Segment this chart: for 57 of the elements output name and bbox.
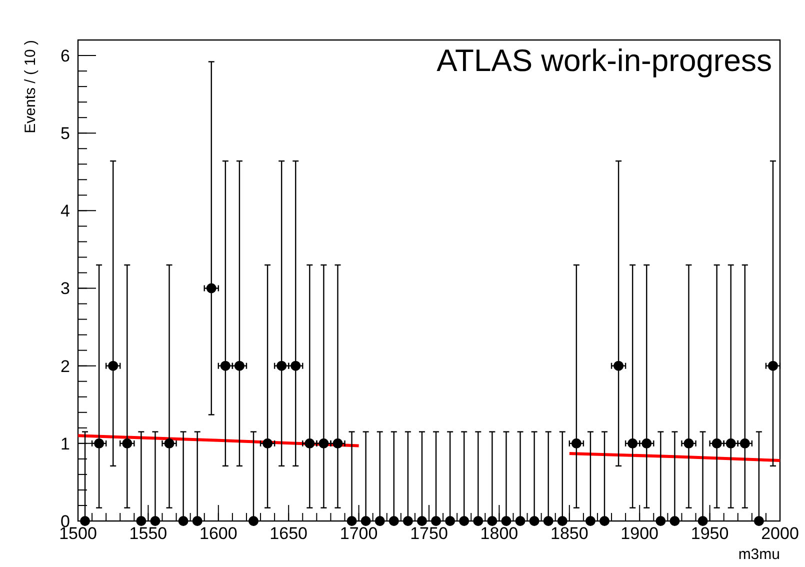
point	[150, 516, 160, 526]
point	[473, 516, 484, 526]
point	[402, 516, 413, 526]
point	[178, 516, 188, 526]
point	[248, 516, 258, 526]
x-tick-label: 2000	[761, 524, 799, 543]
x-tick-label: 1650	[270, 524, 308, 543]
point	[360, 516, 371, 526]
point	[94, 438, 104, 448]
point	[684, 438, 694, 448]
point	[754, 516, 764, 526]
point	[80, 516, 90, 526]
x-tick-label: 1800	[480, 524, 518, 543]
point	[164, 438, 174, 448]
x-axis-title: m3mu	[738, 546, 780, 563]
x-tick-label: 1550	[129, 524, 168, 543]
x-tick-label: 1900	[620, 524, 659, 543]
point	[374, 516, 385, 526]
point	[416, 516, 427, 526]
point	[445, 516, 456, 526]
point	[571, 438, 582, 448]
x-tick-label: 1850	[550, 524, 588, 543]
y-tick-label: 2	[60, 356, 70, 376]
point	[515, 516, 526, 526]
point	[136, 516, 146, 526]
point	[108, 360, 118, 371]
point	[557, 516, 568, 526]
point	[501, 516, 512, 526]
point	[122, 438, 132, 448]
point	[388, 516, 399, 526]
point	[670, 516, 680, 526]
x-tick-label: 1700	[340, 524, 378, 543]
y-tick-label: 1	[60, 434, 70, 454]
point	[487, 516, 498, 526]
y-tick-label: 4	[60, 202, 70, 221]
point	[600, 516, 610, 526]
point	[459, 516, 470, 526]
point	[529, 516, 540, 526]
x-tick-label: 1600	[199, 524, 238, 543]
y-tick-label: 3	[60, 279, 70, 298]
y-axis-title: Events / ( 10 )	[22, 40, 39, 134]
point	[543, 516, 554, 526]
y-tick-label: 6	[60, 46, 70, 66]
point	[206, 283, 216, 294]
point	[346, 516, 357, 526]
point	[262, 438, 273, 448]
point	[768, 360, 778, 371]
point	[656, 516, 666, 526]
y-tick-label: 5	[60, 124, 70, 144]
x-tick-label: 1750	[410, 524, 448, 543]
point	[585, 516, 596, 526]
x-tick-label: 1950	[690, 524, 729, 543]
annotation: ATLAS work-in-progress	[436, 42, 772, 78]
point	[192, 516, 202, 526]
point	[698, 516, 708, 526]
point	[431, 516, 442, 526]
point	[614, 360, 624, 371]
